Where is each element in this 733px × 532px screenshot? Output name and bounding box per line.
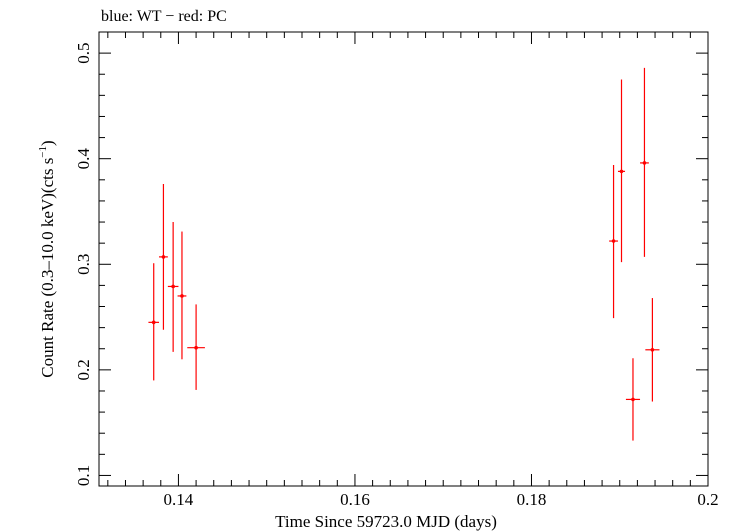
x-tick-labels: 0.14 0.16 0.18 0.2 <box>164 490 719 509</box>
x-tick-label: 0.2 <box>697 490 718 509</box>
x-tick-label: 0.18 <box>517 490 547 509</box>
y-axis-label-main: Count Rate (0.3–10.0 keV)(cts s <box>38 158 57 378</box>
x-axis-label: Time Since 59723.0 MJD (days) <box>275 512 497 531</box>
point-marker <box>194 345 198 350</box>
y-tick-label: 0.5 <box>74 42 93 63</box>
point-marker <box>631 397 635 402</box>
point-marker <box>161 255 166 259</box>
data-points <box>148 67 660 441</box>
data-point <box>187 304 205 390</box>
data-point <box>617 79 626 263</box>
y-tick-label: 0.3 <box>74 254 93 275</box>
x-tick-label: 0.16 <box>340 490 370 509</box>
y-axis-label-superscript: −1 <box>37 146 49 158</box>
axis-ticks <box>99 31 709 486</box>
data-point <box>148 263 160 381</box>
y-tick-label: 0.2 <box>74 359 93 380</box>
point-marker <box>171 284 175 289</box>
plot-frame <box>98 31 709 487</box>
y-axis-label-close: ) <box>38 140 57 146</box>
point-marker <box>642 161 647 165</box>
data-point <box>609 165 618 319</box>
data-point <box>640 67 649 257</box>
y-axis-label: Count Rate (0.3–10.0 keV)(cts s−1) <box>37 140 57 377</box>
y-tick-labels: 0.1 0.2 0.3 0.4 0.5 <box>74 42 93 486</box>
point-marker <box>650 348 655 352</box>
chart-title: blue: WT − red: PC <box>101 8 227 25</box>
point-marker <box>619 169 624 174</box>
data-point <box>645 298 660 402</box>
y-tick-label: 0.4 <box>74 148 93 170</box>
x-tick-label: 0.14 <box>164 490 194 509</box>
data-point <box>159 184 168 330</box>
y-tick-label: 0.1 <box>74 465 93 486</box>
point-marker <box>180 294 184 298</box>
point-marker <box>151 320 156 325</box>
point-marker <box>611 239 616 243</box>
data-point <box>625 358 641 441</box>
data-point <box>167 222 179 352</box>
data-point <box>177 231 187 360</box>
